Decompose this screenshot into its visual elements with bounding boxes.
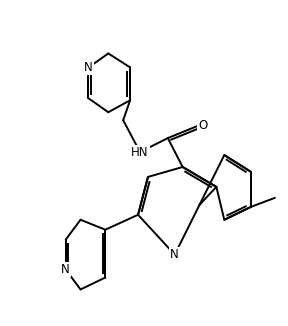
Text: N: N (84, 61, 93, 74)
Text: N: N (170, 248, 179, 261)
Text: N: N (61, 263, 70, 276)
Text: HN: HN (131, 145, 149, 158)
Text: O: O (198, 119, 207, 132)
